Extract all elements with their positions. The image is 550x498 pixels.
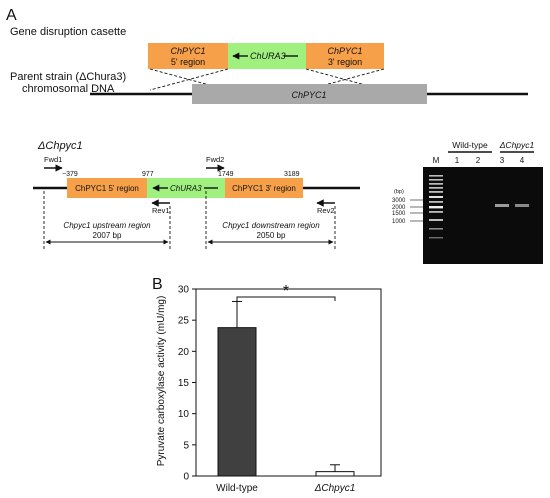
chart-bars (217, 327, 355, 477)
mutant-5prime-box (67, 178, 147, 198)
gel-bp-label: (bp) (394, 189, 404, 195)
parent-strain-label-1: Parent strain (ΔChura3) (10, 71, 126, 83)
ladder-band (429, 179, 443, 181)
gel-size-1000: 1000 (392, 219, 406, 225)
cassette-left-name: ChPYC1 (170, 46, 205, 56)
mutant-3prime-label: ChPYC1 3' region (232, 184, 296, 193)
downstream-region-size: 2050 bp (257, 231, 286, 240)
ladder-band (429, 183, 443, 185)
y-tick-label: 5 (183, 440, 189, 451)
mutant-3prime-box (225, 178, 303, 198)
ladder-band (429, 187, 443, 189)
mutant-marker-box (147, 178, 225, 198)
ladder-band (429, 196, 443, 198)
gel-image (423, 167, 543, 264)
downstream-region-label: Chpyc1 downstream region (222, 221, 320, 230)
panel-a-label: A (6, 7, 17, 24)
significance-line (236, 296, 336, 301)
bar-chart: Pyruvate carboxylase activity (mU/mg) 0 5… (156, 283, 382, 494)
ladder-band (429, 237, 443, 239)
ladder-band (429, 219, 443, 221)
cassette-marker-label: ChURA3 (250, 51, 286, 61)
primer-fwd2-label: Fwd2 (206, 155, 224, 164)
chromosome-gene-label: ChPYC1 (291, 90, 326, 100)
gel-band-lane-4 (515, 204, 529, 207)
significance-marker: * (283, 283, 289, 300)
gel-lane-2-label: 2 (476, 156, 481, 165)
upstream-region-label: Chpyc1 upstream region (63, 221, 151, 230)
y-tick-label: 15 (178, 378, 190, 389)
position-3prime-start: 1749 (218, 171, 234, 178)
gel-lane-3-label: 3 (500, 156, 505, 165)
ladder-band (429, 211, 443, 213)
gel-size-2000: 2000 (392, 205, 406, 211)
cassette-right-sub: 3' region (328, 57, 362, 67)
chart-error-bars (232, 300, 340, 472)
crossover-line (149, 68, 229, 91)
chart-ylabel: Pyruvate carboxylase activity (mU/mg) (156, 296, 167, 467)
position-5prime-end: 977 (142, 171, 154, 178)
y-tick-label: 25 (178, 316, 190, 327)
position-end: 3189 (284, 171, 300, 178)
position-start: −379 (62, 171, 78, 178)
ladder-band (429, 206, 443, 209)
chromosome-gene-box (192, 84, 427, 104)
gel-band-lane-3 (495, 204, 509, 207)
gel-lane-1-label: 1 (455, 156, 460, 165)
cassette-left-sub: 5' region (171, 57, 205, 67)
y-tick-label: 10 (178, 409, 190, 420)
cassette-right-box (306, 43, 384, 69)
primer-fwd1-label: Fwd1 (44, 155, 62, 164)
mutant-5prime-label: ChPYC1 5' region (75, 184, 139, 193)
cassette-left-box (148, 43, 228, 69)
pcr-guide-lines (43, 191, 336, 250)
significance-bracket: * (236, 283, 336, 301)
primer-rev2-label: Rev2 (317, 206, 335, 215)
x-category-label: ΔChpyc1 (314, 483, 356, 494)
ladder-band (429, 228, 443, 230)
bar-mutant (315, 471, 355, 477)
gel-ladder (429, 175, 443, 239)
bar-wild-type (217, 327, 257, 477)
upstream-region-size: 2007 bp (93, 231, 122, 240)
ladder-band (429, 175, 443, 177)
chart-y-ticks: 0 5 10 15 20 25 30 (178, 285, 196, 483)
gel-panel: Wild-type ΔChpyc1 M 1 2 3 4 (bp) 3000 (392, 140, 543, 264)
cassette-title: Gene disruption casette (10, 26, 126, 38)
ladder-band (429, 191, 443, 193)
cassette-right-name: ChPYC1 (327, 46, 362, 56)
panel-b-label: B (152, 276, 163, 293)
parent-strain-label-2: chromosomal DNA (22, 83, 115, 95)
y-tick-label: 0 (183, 472, 189, 483)
gel-group-mutant: ΔChpyc1 (499, 140, 535, 150)
gel-size-3000: 3000 (392, 198, 406, 204)
ladder-band (429, 201, 443, 203)
gel-lane-marker-label: M (433, 156, 440, 165)
gel-size-1500: 1500 (392, 211, 406, 217)
disruption-cassette: ChPYC1 5' region ChURA3 ChPYC1 3' region (148, 43, 384, 69)
mutant-marker-label: ChURA3 (170, 184, 202, 193)
x-category-label: Wild-type (216, 483, 258, 494)
mutant-title: ΔChpyc1 (37, 140, 83, 152)
y-tick-label: 30 (178, 285, 190, 296)
gel-lane-4-label: 4 (520, 156, 525, 165)
primer-rev1-label: Rev1 (152, 206, 170, 215)
chart-x-labels: Wild-type ΔChpyc1 (216, 483, 355, 494)
y-tick-label: 20 (178, 347, 190, 358)
gel-group-wild-type: Wild-type (452, 140, 488, 150)
